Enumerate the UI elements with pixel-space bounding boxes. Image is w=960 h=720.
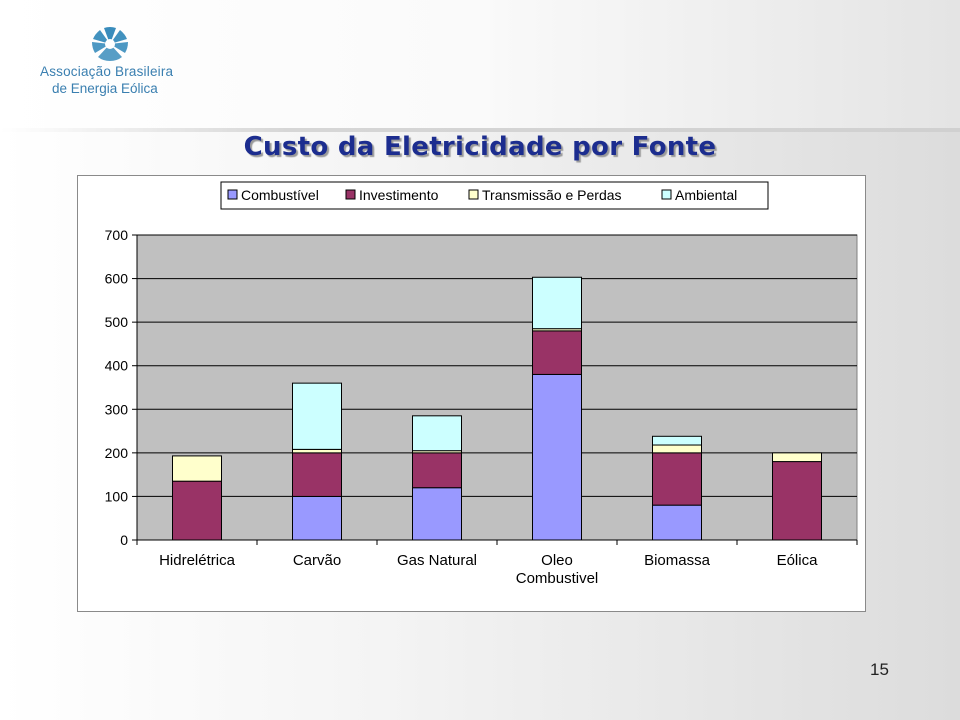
org-name-line2: de Energia Eólica [52,81,158,96]
y-tick-label: 300 [105,401,129,417]
legend-label: Investimento [359,187,439,203]
page-number: 15 [870,660,889,679]
chart-frame: 0 100 200 300 400 500 600 700 Hidrelétrica Carvão… [77,175,866,612]
x-tick-label: Hidrelétrica [159,552,236,569]
legend-swatch [345,189,356,200]
x-tick-label: Combustivel [516,570,599,587]
x-tick-label: Biomassa [644,552,711,569]
bar-segment [772,452,822,463]
y-tick-label: 500 [105,314,129,330]
bar-segment [292,382,342,450]
bar-segment [292,495,342,541]
bar-segment [172,455,222,482]
header-divider [0,128,960,132]
legend-label: Transmissão e Perdas [482,187,622,203]
bar-segment [532,276,582,330]
legend-label: Ambiental [675,187,737,203]
org-logo: Associação Brasileira de Energia Eólica [36,26,216,106]
page-title: Custo da Eletricidade por Fonte [243,132,717,162]
bar-segment [652,504,702,541]
header-band [0,0,960,130]
legend-swatch [227,189,238,200]
wind-turbine-fan-icon [92,27,128,61]
y-tick-label: 100 [105,488,129,504]
plot-area [136,234,858,541]
stacked-bar-chart: 0 100 200 300 400 500 600 700 Hidrelétrica Carvão… [105,181,858,587]
y-tick-label: 0 [120,532,128,548]
x-tick-label: Gas Natural [397,552,477,569]
x-tick-label: Oleo [541,552,573,569]
bar-segment [172,480,222,541]
bar-segment [412,452,462,489]
y-tick-label: 700 [105,227,129,243]
bar-segment [652,444,702,454]
bar-segment [532,373,582,541]
bar-segment [292,452,342,497]
bar-segment [292,448,342,454]
legend-label: Combustível [241,187,319,203]
bar-segment [652,435,702,446]
x-tick-label: Carvão [293,552,341,569]
bar-segment [532,330,582,375]
bar-segment [412,415,462,452]
x-tick-label: Eólica [777,552,819,569]
legend-swatch [468,189,479,200]
legend-box [220,181,769,210]
bar-segment [772,461,822,541]
y-tick-label: 400 [105,358,129,374]
y-tick-label: 200 [105,445,129,461]
legend-swatch [661,189,672,200]
y-tick-label: 600 [105,271,129,287]
org-name-line1: Associação Brasileira [40,64,174,79]
bar-segment [412,487,462,541]
bar-segment [652,452,702,506]
